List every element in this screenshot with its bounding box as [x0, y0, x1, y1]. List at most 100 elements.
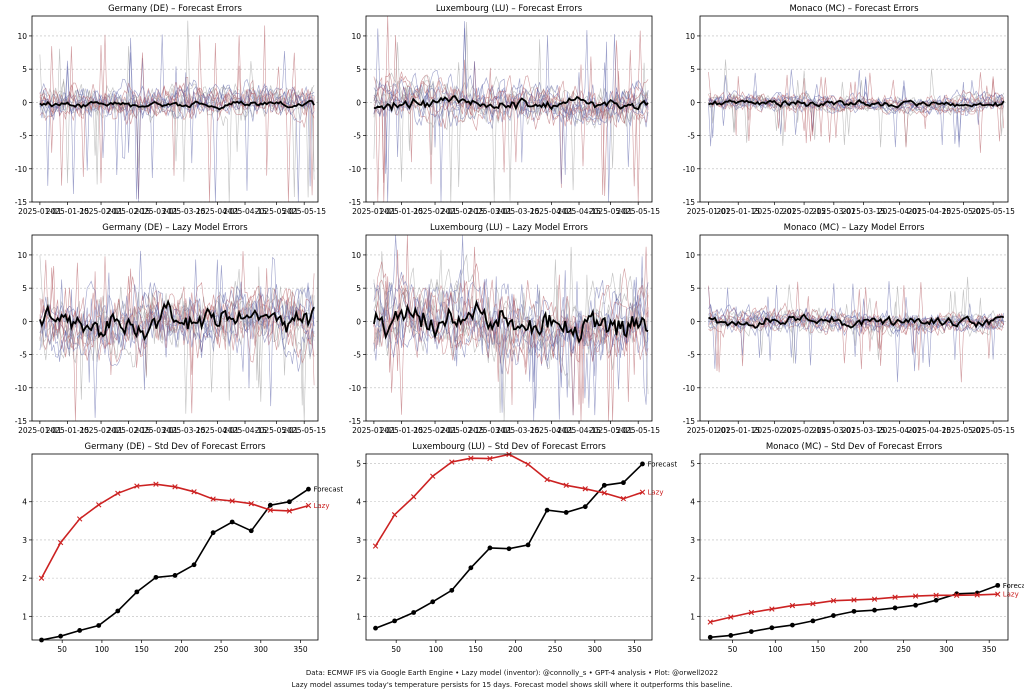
- y-tick-label: 4: [22, 498, 27, 507]
- x-tick-label: 2025-04-15: [908, 207, 952, 216]
- y-tick-label: 5: [356, 65, 361, 74]
- x-tick-label: 200: [174, 645, 189, 654]
- panel-title: Luxembourg (LU) – Std Dev of Forecast Er…: [412, 442, 606, 452]
- forecast-end-label: Forecast: [1003, 582, 1024, 590]
- ensemble-line: [39, 259, 315, 358]
- lazy-point: [933, 592, 939, 599]
- ensemble-line: [373, 80, 649, 169]
- lazy-point: [544, 476, 550, 483]
- forecast-point: [621, 480, 626, 486]
- panel-title: Monaco (MC) – Forecast Errors: [789, 4, 919, 14]
- x-tick-label: 2025-02-01: [79, 207, 123, 216]
- x-tick-label: 2025-03-01: [134, 426, 178, 435]
- lazy-point: [57, 539, 64, 546]
- lazy-end-label: Lazy: [1003, 591, 1019, 599]
- x-tick-label: 2025-02-01: [413, 207, 457, 216]
- mean-error-line: [708, 313, 1005, 330]
- forecast-point: [707, 634, 713, 640]
- x-tick-label: 2025-04-15: [908, 426, 952, 435]
- forecast-point: [134, 589, 140, 595]
- x-tick-label: 2025-03-01: [812, 426, 856, 435]
- x-tick-label: 2025-05-01: [589, 426, 633, 435]
- lazy-point: [468, 455, 474, 461]
- x-tick-label: 2025-02-15: [782, 207, 826, 216]
- lazy-point: [892, 594, 898, 600]
- lazy-point: [96, 502, 102, 508]
- y-tick-label: -15: [349, 417, 361, 426]
- lazy-point: [76, 516, 83, 522]
- forecast-point: [933, 597, 939, 603]
- x-tick-label: 2025-02-01: [753, 207, 797, 216]
- forecast-point: [153, 574, 159, 580]
- y-tick-label: -15: [683, 417, 695, 426]
- x-tick-label: 250: [548, 645, 563, 654]
- lazy-point: [582, 486, 588, 492]
- x-tick-label: 350: [982, 645, 997, 654]
- ensemble-line: [373, 21, 649, 159]
- ensemble-line: [373, 246, 649, 416]
- x-tick-label: 2025-03-01: [468, 426, 512, 435]
- y-tick-label: 5: [22, 284, 27, 293]
- forecast-point: [640, 461, 645, 467]
- forecast-point: [449, 587, 455, 593]
- lazy-point: [912, 593, 919, 599]
- x-tick-label: 2025-01-01: [18, 426, 62, 435]
- footer-credits: Data: ECMWF IFS via Google Earth Engine …: [305, 669, 719, 677]
- panel-8: 1 2 3 4 5 50 100 150 200 250 300 350 Forecast Lazy Lux…: [356, 442, 677, 654]
- x-tick-label: 200: [854, 645, 869, 654]
- panel-title: Monaco (MC) – Std Dev of Forecast Errors: [766, 442, 943, 452]
- mean-error-line: [708, 99, 1005, 109]
- y-tick-label: -15: [683, 198, 695, 207]
- forecast-point: [831, 613, 836, 618]
- y-tick-label: 4: [356, 498, 361, 507]
- x-tick-label: 350: [627, 645, 642, 654]
- plot-frame: [699, 15, 1009, 203]
- plot-frame: [31, 15, 319, 203]
- y-tick-label: 10: [685, 32, 695, 41]
- lazy-end-label: Lazy: [313, 502, 329, 510]
- lazy-end-label: Lazy: [647, 489, 663, 497]
- lazy-point: [153, 481, 159, 487]
- y-tick-label: -10: [349, 384, 361, 393]
- forecast-point: [373, 625, 378, 631]
- plot-frame: [31, 234, 319, 422]
- ensemble-line: [39, 256, 315, 418]
- ensemble-line: [39, 37, 315, 203]
- y-tick-label: 3: [356, 536, 361, 545]
- forecast-point: [392, 618, 397, 624]
- forecast-series-line: [375, 463, 644, 629]
- plot-frame: [699, 234, 1009, 422]
- lazy-point: [639, 489, 646, 495]
- forecast-point: [769, 625, 775, 631]
- y-tick-label: 5: [356, 460, 361, 469]
- lazy-point: [974, 592, 980, 598]
- y-tick-label: 5: [690, 65, 695, 74]
- plot-frame: [365, 15, 653, 203]
- lazy-point: [953, 592, 960, 599]
- x-tick-label: 2025-05-01: [589, 207, 633, 216]
- x-tick-label: 2025-05-15: [282, 207, 326, 216]
- forecast-point: [468, 565, 474, 571]
- mean-error-line: [373, 299, 649, 344]
- panel-3: -15-10-505102025-01-012025-01-152025-02-…: [683, 4, 1015, 216]
- panel-title: Luxembourg (LU) – Lazy Model Errors: [430, 223, 589, 233]
- x-tick-label: 250: [896, 645, 911, 654]
- lazy-point: [449, 459, 455, 465]
- y-tick-label: 10: [17, 32, 27, 41]
- ensemble-line: [373, 271, 649, 420]
- panel-2: -15-10-505102025-01-012025-01-152025-02-…: [349, 4, 660, 216]
- forecast-point: [913, 602, 918, 608]
- x-tick-label: 2025-04-15: [557, 207, 601, 216]
- panel-title: Germany (DE) – Lazy Model Errors: [102, 223, 248, 233]
- x-tick-label: 2025-05-01: [942, 426, 986, 435]
- forecast-point: [748, 629, 754, 634]
- panel-title: Luxembourg (LU) – Forecast Errors: [436, 4, 583, 14]
- plot-frame: [699, 453, 1009, 641]
- forecast-point: [229, 519, 235, 525]
- y-tick-label: -5: [354, 351, 362, 360]
- lazy-point: [410, 494, 417, 500]
- x-tick-label: 2025-01-15: [46, 426, 90, 435]
- ensemble-line: [708, 285, 1005, 370]
